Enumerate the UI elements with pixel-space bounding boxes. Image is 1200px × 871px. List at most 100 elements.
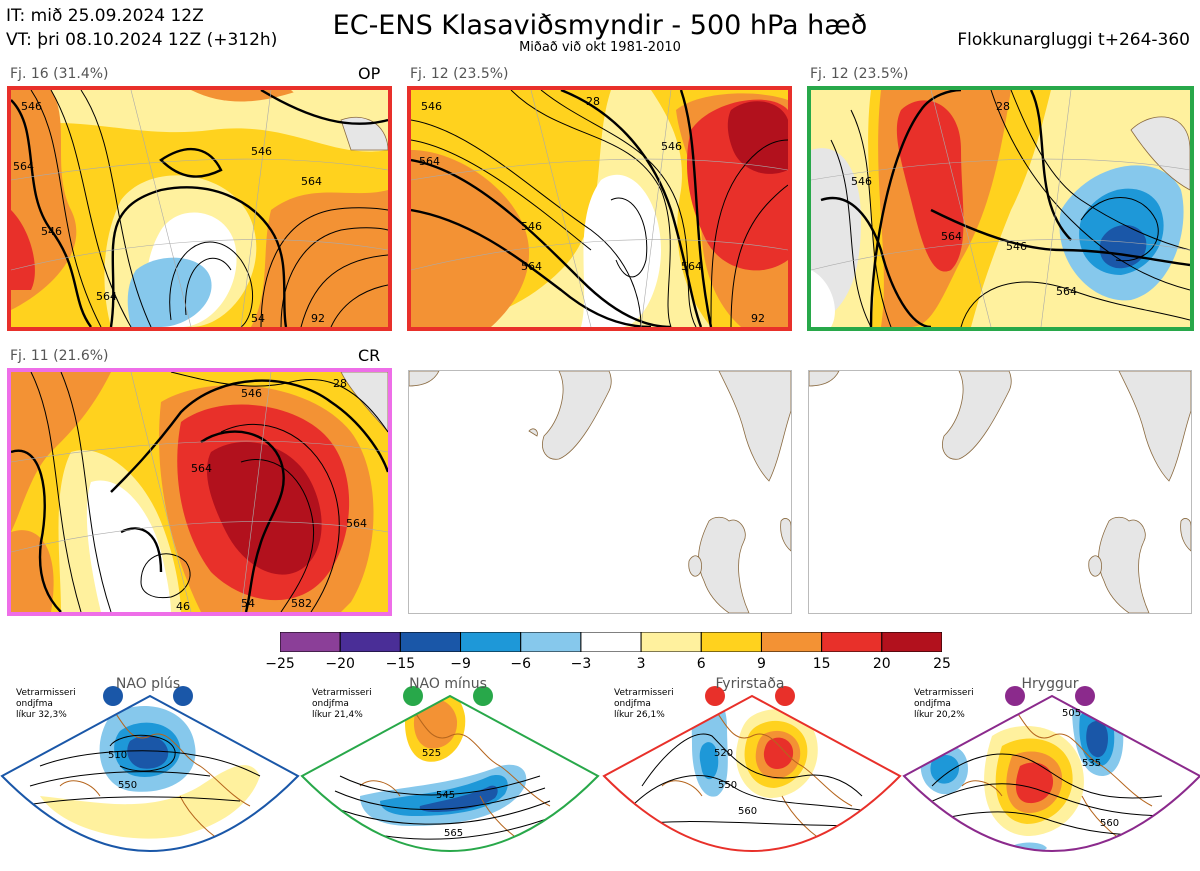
regime-fan: 505 535 560 xyxy=(902,686,1200,852)
page-subtitle: Miðað við okt 1981-2010 xyxy=(519,40,681,55)
empty-map-5 xyxy=(408,370,792,614)
regime-note-line: ondjfma xyxy=(16,699,53,709)
regime-note-line: ondjfma xyxy=(312,699,349,709)
regime-note-line: líkur 20,2% xyxy=(914,710,965,720)
colorbar-tick-label: 25 xyxy=(933,656,951,672)
colorbar-tick-label: 15 xyxy=(812,656,831,672)
contour-label: 564 xyxy=(1056,285,1077,298)
contour-label: 546 xyxy=(661,140,682,153)
colorbar-swatch xyxy=(460,631,522,653)
regime-note-line: ondjfma xyxy=(614,699,651,709)
regime-name: NAO plús xyxy=(115,676,181,692)
regime-fan: 525 545 565 xyxy=(300,686,600,852)
regime-marker xyxy=(705,686,725,706)
contour-label: 92 xyxy=(311,312,325,325)
colorbar-tick-label: −6 xyxy=(510,656,532,672)
colorbar-tick-label: −15 xyxy=(385,656,416,672)
colorbar xyxy=(279,631,943,653)
regime-contour-label: 565 xyxy=(444,828,463,839)
regime-note-line: líkur 21,4% xyxy=(312,710,363,720)
regime-contour-label: 510 xyxy=(108,750,127,761)
contour-label: 546 xyxy=(21,100,42,113)
regime-diagram: 525 545 565 NAO mínus Vetrarmisseri ondjfma lí… xyxy=(300,676,600,871)
colorbar-swatch xyxy=(580,631,642,653)
regime-name: NAO mínus xyxy=(409,676,487,692)
colorbar-swatch xyxy=(279,631,341,653)
contour-label: 564 xyxy=(96,290,117,303)
valid-time: VT: þri 08.10.2024 12Z (+312h) xyxy=(6,30,278,50)
panel-1-tag: OP xyxy=(358,64,381,83)
regime-contour-label: 550 xyxy=(118,780,137,791)
contour-label: 564 xyxy=(521,260,542,273)
regime-contour-label: 550 xyxy=(718,780,737,791)
colorbar-tick-label: −3 xyxy=(570,656,592,672)
regime-diagram: 505 535 560 Hryggur Vetrarmisseri ondjfma líku… xyxy=(902,676,1200,871)
colorbar-tick-label: 6 xyxy=(696,656,706,672)
contour-label: 564 xyxy=(191,462,212,475)
issue-time: IT: mið 25.09.2024 12Z xyxy=(6,6,204,26)
contour-label: 546 xyxy=(41,225,62,238)
contour-label: 564 xyxy=(13,160,34,173)
panel-4-tag: CR xyxy=(358,346,381,365)
regime-note-line: líkur 26,1% xyxy=(614,710,665,720)
contour-label: 564 xyxy=(419,155,440,168)
regime-contour-label: 525 xyxy=(422,748,441,759)
colorbar-swatch xyxy=(640,631,702,653)
colorbar-tick-label: 3 xyxy=(636,656,646,672)
contour-label: 564 xyxy=(941,230,962,243)
cluster-map-3: 564 546 564 28 546 xyxy=(807,86,1194,331)
colorbar-tick-label: −25 xyxy=(265,656,295,672)
regime-note-line: ondjfma xyxy=(914,699,951,709)
colorbar-tick-label: −9 xyxy=(450,656,471,672)
regime-note: Vetrarmisseri ondjfma líkur 21,4% xyxy=(312,688,372,721)
contour-label: 54 xyxy=(241,597,255,610)
contour-label: 546 xyxy=(421,100,442,113)
colorbar-tick-label: 20 xyxy=(872,656,891,672)
contour-label: 546 xyxy=(1006,240,1027,253)
regime-contour-label: 535 xyxy=(1082,758,1101,769)
colorbar-tick-label: 9 xyxy=(756,656,766,672)
regime-marker xyxy=(1075,686,1095,706)
contour-label: 546 xyxy=(251,145,272,158)
regime-note-line: Vetrarmisseri xyxy=(312,688,372,698)
contour-label: 46 xyxy=(176,600,190,612)
regime-marker xyxy=(473,686,493,706)
regime-marker xyxy=(173,686,193,706)
colorbar-swatch xyxy=(339,631,401,653)
regime-note: Vetrarmisseri ondjfma líkur 32,3% xyxy=(16,688,76,721)
contour-label: 582 xyxy=(291,597,312,610)
regime-marker xyxy=(775,686,795,706)
page-title: EC-ENS Klasaviðsmyndir - 500 hPa hæð xyxy=(332,10,868,41)
regime-note-line: líkur 32,3% xyxy=(16,710,67,720)
regime-contour-label: 545 xyxy=(436,790,455,801)
colorbar-swatch xyxy=(399,631,462,653)
regime-contour-label: 505 xyxy=(1062,708,1081,719)
panel-1-label: Fj. 16 (31.4%) xyxy=(10,66,109,82)
regime-note-line: Vetrarmisseri xyxy=(614,688,674,698)
contour-label: 28 xyxy=(333,377,347,390)
regime-note: Vetrarmisseri ondjfma líkur 20,2% xyxy=(914,688,974,721)
contour-label: 546 xyxy=(521,220,542,233)
colorbar-swatches xyxy=(279,631,943,653)
cluster-map-1: 546 564 546 564 546 564 54 92 xyxy=(7,86,392,331)
regime-name: Hryggur xyxy=(1021,676,1079,692)
cluster-map-2: 546 564 546 564 546 564 92 28 xyxy=(407,86,792,331)
regime-marker xyxy=(1005,686,1025,706)
contour-label: 546 xyxy=(241,387,262,400)
colorbar-swatch xyxy=(821,631,883,653)
panel-4-label: Fj. 11 (21.6%) xyxy=(10,348,109,364)
regime-note-line: Vetrarmisseri xyxy=(16,688,76,698)
regime-contour-label: 520 xyxy=(714,748,733,759)
regime-contour-label: 560 xyxy=(1100,818,1119,829)
classification-window: Flokkunargluggi t+264-360 xyxy=(957,30,1190,50)
contour-label: 28 xyxy=(586,95,600,108)
regime-marker xyxy=(403,686,423,706)
regime-note: Vetrarmisseri ondjfma líkur 26,1% xyxy=(614,688,674,721)
panel-3-label: Fj. 12 (23.5%) xyxy=(810,66,909,82)
contour-label: 28 xyxy=(996,100,1010,113)
regime-marker xyxy=(103,686,123,706)
regime-fan: 510 550 xyxy=(0,686,300,852)
regime-name: Fyrirstaða xyxy=(715,676,785,692)
regime-contour-label: 560 xyxy=(738,806,757,817)
contour-label: 564 xyxy=(681,260,702,273)
